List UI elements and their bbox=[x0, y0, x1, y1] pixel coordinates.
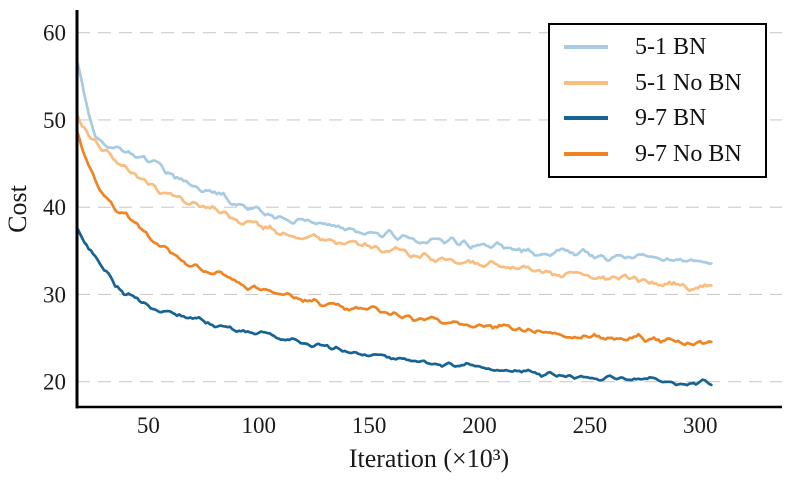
y-axis-label: Cost bbox=[3, 184, 32, 232]
legend-item-label: 5-1 BN bbox=[635, 33, 707, 60]
series-line-5-1-no-bn bbox=[76, 114, 713, 293]
legend-item-label: 9-7 No BN bbox=[635, 141, 742, 168]
legend-item-label: 5-1 No BN bbox=[635, 69, 742, 96]
legend-item-label: 9-7 BN bbox=[635, 105, 707, 132]
axes bbox=[75, 10, 782, 409]
legend-line-swatch bbox=[564, 152, 608, 157]
data-series-lines bbox=[76, 61, 713, 387]
x-tick-label-50: 50 bbox=[137, 413, 160, 438]
legend-line-swatch bbox=[564, 116, 608, 121]
legend-item-5-1-bn: 5-1 BN bbox=[564, 35, 765, 59]
x-tick-label-250: 250 bbox=[573, 413, 608, 438]
series-line-5-1-bn bbox=[76, 61, 713, 265]
series-line-9-7-no-bn bbox=[76, 131, 713, 347]
legend-line-swatch bbox=[564, 44, 608, 49]
legend-item-9-7-no-bn: 9-7 No BN bbox=[564, 142, 765, 166]
tick-labels: 20 30 40 50 60 50 100 150 200 250 300 bbox=[43, 21, 718, 438]
x-axis-label: Iteration (×10³) bbox=[349, 444, 509, 473]
y-tick-label-60: 60 bbox=[43, 21, 66, 46]
y-tick-label-30: 30 bbox=[43, 282, 66, 307]
x-tick-label-150: 150 bbox=[352, 413, 387, 438]
series-line-9-7-bn bbox=[76, 227, 713, 387]
legend-line-swatch bbox=[564, 80, 608, 85]
x-tick-label-200: 200 bbox=[462, 413, 497, 438]
y-tick-label-50: 50 bbox=[43, 108, 66, 133]
y-tick-label-40: 40 bbox=[43, 195, 66, 220]
legend-item-5-1-no-bn: 5-1 No BN bbox=[564, 71, 765, 95]
x-tick-label-100: 100 bbox=[241, 413, 276, 438]
legend: 5-1 BN 5-1 No BN 9-7 BN 9-7 No BN bbox=[548, 23, 767, 178]
legend-item-9-7-bn: 9-7 BN bbox=[564, 106, 765, 130]
gridlines bbox=[77, 32, 782, 383]
y-tick-label-20: 20 bbox=[43, 370, 66, 395]
x-tick-label-300: 300 bbox=[683, 413, 718, 438]
